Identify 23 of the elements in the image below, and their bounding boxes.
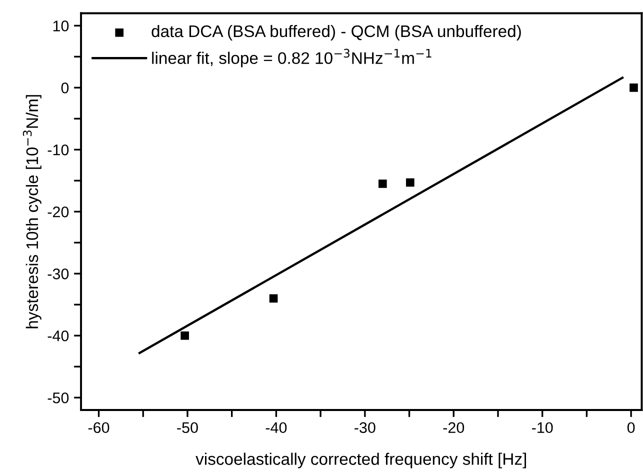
y-axis-title: hysteresis 10th cycle [10$^{−3}$N/m]	[22, 95, 42, 328]
x-tick-label: -40	[266, 422, 287, 434]
point	[630, 83, 638, 92]
y-tick-label: -50	[48, 392, 69, 404]
legend-label: data DCA (BSA buffered) - QCM (BSA unbuffered)	[152, 24, 521, 40]
x-tick-label: 0	[627, 422, 635, 434]
y-tick-label: 0	[61, 82, 69, 94]
y-tick-label: -10	[48, 144, 69, 156]
y-tick-label: 10	[53, 20, 69, 32]
x-tick-label: -50	[177, 422, 198, 434]
point	[269, 294, 278, 303]
legend-label: linear fit, slope = 0.82 10$^{−3}$NHz$^{−1}$m$^{−1}$	[152, 48, 432, 68]
point	[180, 331, 189, 340]
x-tick-label: -60	[88, 422, 110, 434]
y-tick-label: -20	[48, 206, 69, 218]
x-tick-label: -20	[443, 422, 464, 434]
y-tick-label: -30	[48, 268, 69, 280]
x-axis-title: viscoelastically corrected frequency shift [Hz]	[196, 452, 526, 468]
point	[378, 180, 387, 188]
y-tick-label: -40	[48, 330, 69, 342]
point	[406, 178, 414, 187]
x-tick-label: -10	[532, 422, 553, 434]
x-tick-label: -30	[354, 422, 376, 434]
